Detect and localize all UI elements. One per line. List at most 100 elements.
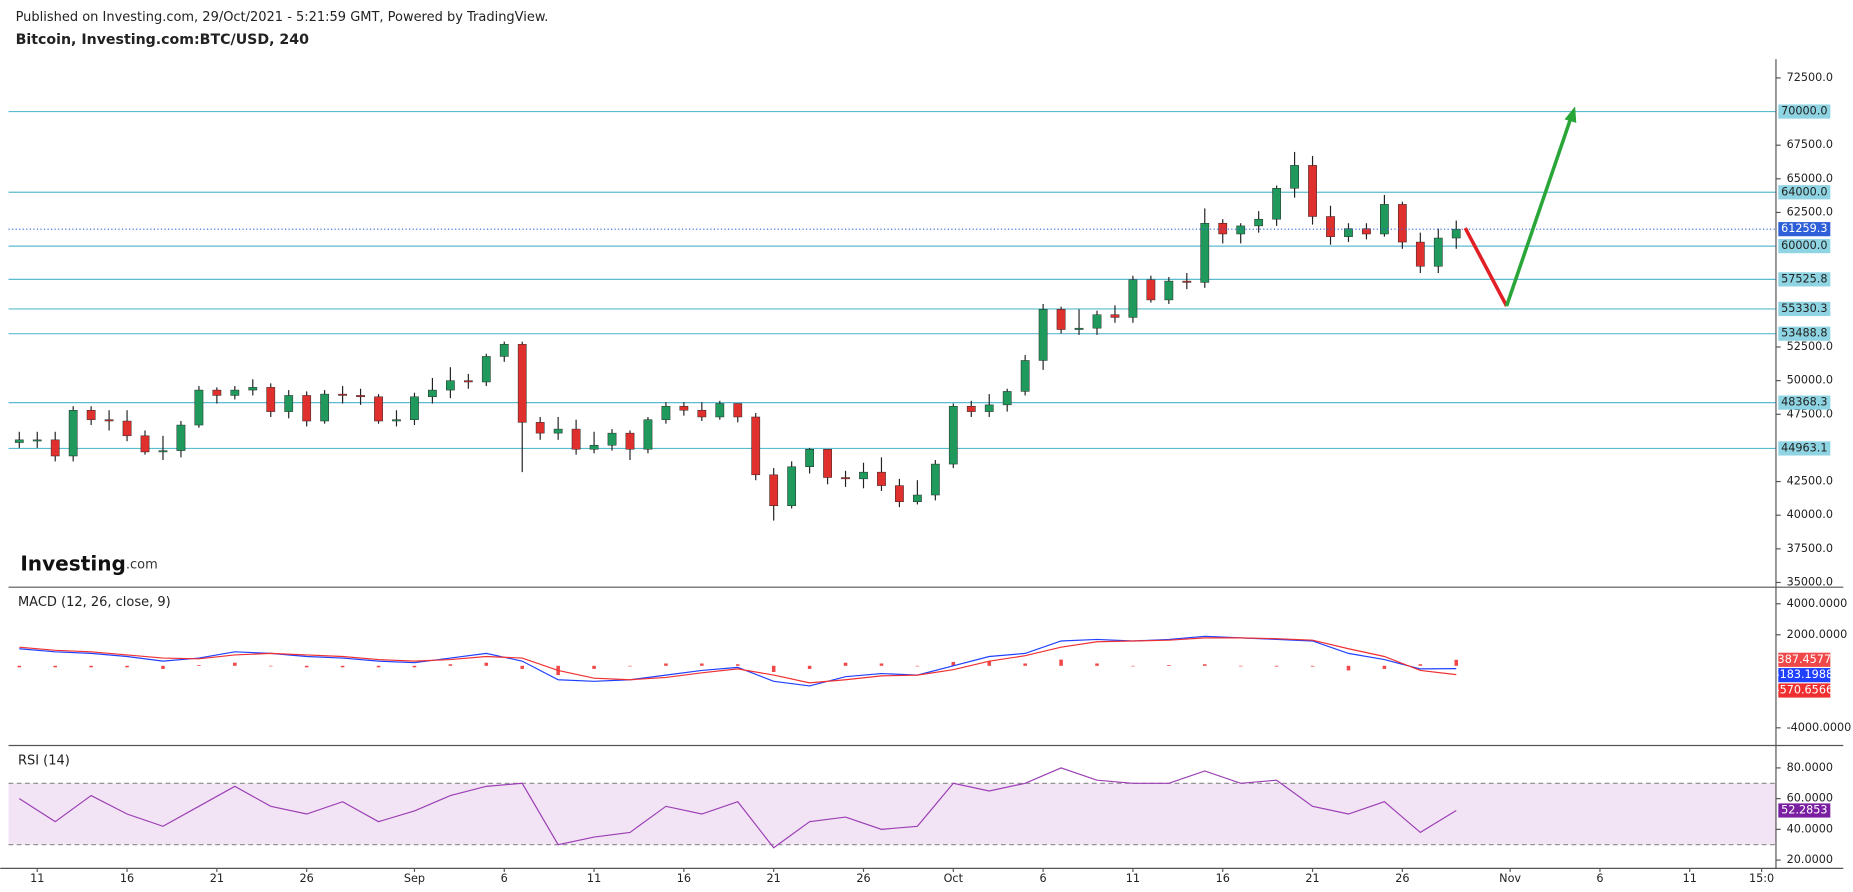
logo-suffix: .com xyxy=(126,557,158,572)
histogram-bar xyxy=(1131,665,1135,667)
histogram-bar xyxy=(1346,665,1351,671)
candle-body xyxy=(1380,204,1389,235)
candle-body xyxy=(1272,188,1281,220)
candle-body xyxy=(1326,216,1335,237)
candle-body xyxy=(1433,237,1443,267)
y-tick-label: 2000.0000 xyxy=(1787,628,1848,641)
level-label: 57525.8 xyxy=(1781,272,1827,285)
candle-body xyxy=(1397,204,1407,243)
candle-body xyxy=(1056,309,1066,330)
candle-body xyxy=(751,416,761,476)
candle-body xyxy=(697,410,707,418)
x-tick-label: 21 xyxy=(767,872,781,885)
x-tick-label: 16 xyxy=(677,872,691,885)
candle-body xyxy=(948,405,958,465)
histogram-bar xyxy=(879,663,884,666)
x-tick-label: 21 xyxy=(210,872,224,885)
x-tick-label: 11 xyxy=(30,872,44,885)
candle-body xyxy=(895,485,904,502)
x-tick-label: 26 xyxy=(1395,872,1409,885)
candle-body xyxy=(517,344,527,423)
histogram-bar xyxy=(700,663,704,666)
y-tick-label: 47500.0 xyxy=(1787,407,1833,420)
y-tick-label: 62500.0 xyxy=(1787,205,1833,218)
level-box xyxy=(1778,239,1831,254)
value-box xyxy=(1778,803,1831,818)
candle-body xyxy=(1415,241,1425,267)
histogram-bar xyxy=(448,664,453,666)
candle-body xyxy=(1308,165,1317,217)
candle-body xyxy=(410,396,419,420)
y-tick-label: 40.0000 xyxy=(1787,822,1833,835)
level-box xyxy=(1778,272,1831,287)
y-tick-label: 35000.0 xyxy=(1787,575,1833,588)
candle-body xyxy=(1254,218,1264,227)
candle-body xyxy=(787,466,797,507)
candle-body xyxy=(841,477,850,480)
y-tick-label: 40000.0 xyxy=(1787,508,1833,521)
arrow-head xyxy=(1564,106,1577,123)
histogram-bar xyxy=(951,661,956,666)
candle-body xyxy=(50,439,60,457)
candle-body xyxy=(1002,391,1012,406)
candle-body xyxy=(607,432,617,446)
candle-body xyxy=(625,432,635,450)
candle-body xyxy=(661,405,671,420)
candle-body xyxy=(212,389,222,396)
candle-body xyxy=(1451,228,1461,239)
candle-body xyxy=(284,395,294,412)
histogram-bar xyxy=(1454,659,1459,666)
value-box-label: -570.6566 xyxy=(1776,684,1834,697)
symbol-title: Bitcoin, Investing.com:BTC/USD, 240 xyxy=(16,32,310,48)
value-box xyxy=(1778,668,1831,683)
candle-body xyxy=(733,403,743,418)
x-tick-label: 11 xyxy=(587,872,601,885)
level-box xyxy=(1778,395,1831,410)
level-box xyxy=(1778,104,1831,119)
candle-body xyxy=(338,393,347,396)
rsi-line xyxy=(18,767,1457,849)
candle-body xyxy=(266,387,276,412)
candle-body xyxy=(481,356,491,383)
x-tick-label: 16 xyxy=(1216,872,1230,885)
histogram-bar xyxy=(53,665,57,668)
histogram-bar xyxy=(17,665,22,668)
x-tick-label: Nov xyxy=(1499,872,1521,885)
candle-body xyxy=(392,419,401,422)
candle-body xyxy=(1344,228,1353,237)
candle-body xyxy=(320,393,330,422)
y-tick-label: 65000.0 xyxy=(1787,172,1833,185)
histogram-bar xyxy=(735,664,740,666)
forecast-down-arrow xyxy=(1463,227,1509,307)
candle-body xyxy=(1146,279,1156,301)
histogram-bar xyxy=(233,662,237,666)
histogram-bar xyxy=(412,665,417,668)
candle-body xyxy=(1236,225,1246,235)
x-tick-label: 26 xyxy=(300,872,314,885)
candle-body xyxy=(535,422,545,434)
macd-line xyxy=(19,635,1457,687)
x-tick-label: 6 xyxy=(1596,872,1603,885)
candle-body xyxy=(913,494,922,502)
y-tick-label: 80.0000 xyxy=(1787,761,1833,774)
candle-body xyxy=(356,395,365,398)
histogram-bar xyxy=(89,665,93,668)
x-tick-label: 15:0 xyxy=(1749,872,1774,885)
candle-body xyxy=(499,344,509,357)
histogram-bar xyxy=(197,665,201,666)
candle-body xyxy=(194,389,204,426)
level-label: 48368.3 xyxy=(1781,396,1827,409)
y-tick-label: 37500.0 xyxy=(1787,542,1833,555)
value-box-label: 387.4577 xyxy=(1778,653,1832,666)
histogram-bar xyxy=(628,665,632,667)
histogram-bar xyxy=(125,665,129,668)
level-box xyxy=(1778,301,1831,317)
candle-body xyxy=(877,471,886,486)
x-tick-label: Oct xyxy=(944,872,964,885)
candle-body xyxy=(463,380,473,383)
histogram-bar xyxy=(664,663,668,666)
histogram-bar xyxy=(1382,665,1387,669)
x-tick-label: 6 xyxy=(501,872,508,885)
